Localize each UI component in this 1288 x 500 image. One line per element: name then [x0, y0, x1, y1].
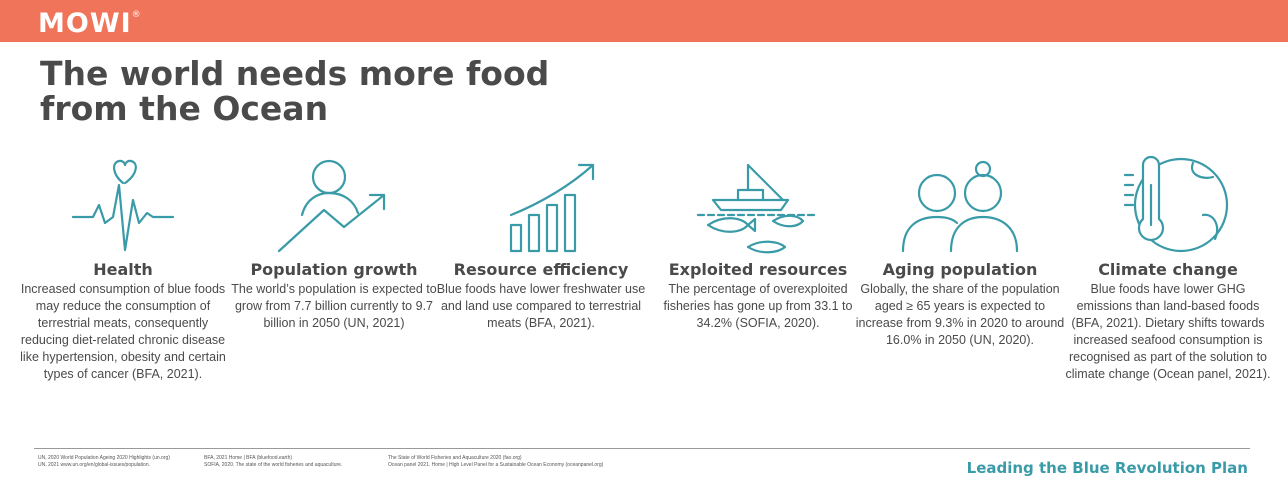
thermometer-globe-icon	[1063, 145, 1273, 255]
column-heading: Health	[93, 260, 153, 279]
reference[interactable]: Ocean panel 2021. Home | High Level Pane…	[388, 462, 604, 468]
reference[interactable]: SOFIA, 2020. The state of the world fish…	[204, 462, 343, 468]
page-title: The world needs more food from the Ocean	[40, 56, 549, 126]
reference-block: BFA, 2021 Home | BFA (bluefood.earth) SOF…	[204, 455, 342, 469]
registered-mark: ®	[131, 10, 142, 20]
reference[interactable]: UN, 2021 www.un.org/en/global-issues/pop…	[38, 462, 151, 468]
column-heading: Aging population	[882, 260, 1038, 279]
elderly-couple-icon	[855, 145, 1065, 255]
column-heading: Exploited resources	[668, 260, 848, 279]
title-line-1: The world needs more food	[40, 54, 550, 93]
column-heading: Climate change	[1098, 260, 1238, 279]
column-text: Blue foods have lower GHG emissions than…	[1065, 282, 1271, 381]
population-growth-icon	[229, 145, 439, 255]
column-text: The world’s population is expected to gr…	[231, 282, 437, 330]
column-text: Blue foods have lower freshwater use and…	[436, 282, 646, 330]
reference-block: The State of World Fisheries and Aquacul…	[388, 455, 603, 469]
tagline: Leading the Blue Revolution Plan	[966, 459, 1248, 477]
column-heading: Population growth	[250, 260, 418, 279]
reference[interactable]: The State of World Fisheries and Aquacul…	[388, 455, 522, 461]
reference[interactable]: BFA, 2021 Home | BFA (bluefood.earth)	[204, 455, 293, 461]
header-bar	[0, 0, 1288, 42]
column-population-growth: Population growth The world’s population…	[229, 145, 439, 332]
bar-chart-arrow-icon	[436, 145, 646, 255]
reference[interactable]: UN, 2020 World Population Ageing 2020 Hi…	[38, 455, 170, 461]
heartbeat-icon	[18, 145, 228, 255]
column-text: Globally, the share of the population ag…	[855, 282, 1065, 347]
column-text: The percentage of overexploited fisherie…	[663, 282, 853, 330]
column-resource-efficiency: Resource efficiency Blue foods have lowe…	[436, 145, 646, 332]
column-heading: Resource efficiency	[453, 260, 629, 279]
column-text: Increased consumption of blue foods may …	[20, 282, 226, 381]
footer-divider	[34, 448, 1250, 449]
column-exploited-resources: Exploited resources The percentage of ov…	[653, 145, 863, 332]
fishing-boat-icon	[653, 145, 863, 255]
column-aging-population: Aging population Globally, the share of …	[855, 145, 1065, 349]
column-health: Health Increased consumption of blue foo…	[18, 145, 228, 383]
logo-text: MOWI	[38, 8, 132, 39]
title-line-2: from the Ocean	[40, 89, 329, 128]
reference-block: UN, 2020 World Population Ageing 2020 Hi…	[38, 455, 170, 469]
column-climate-change: Climate change Blue foods have lower GHG…	[1063, 145, 1273, 383]
mowi-logo: MOWI®	[38, 8, 142, 39]
